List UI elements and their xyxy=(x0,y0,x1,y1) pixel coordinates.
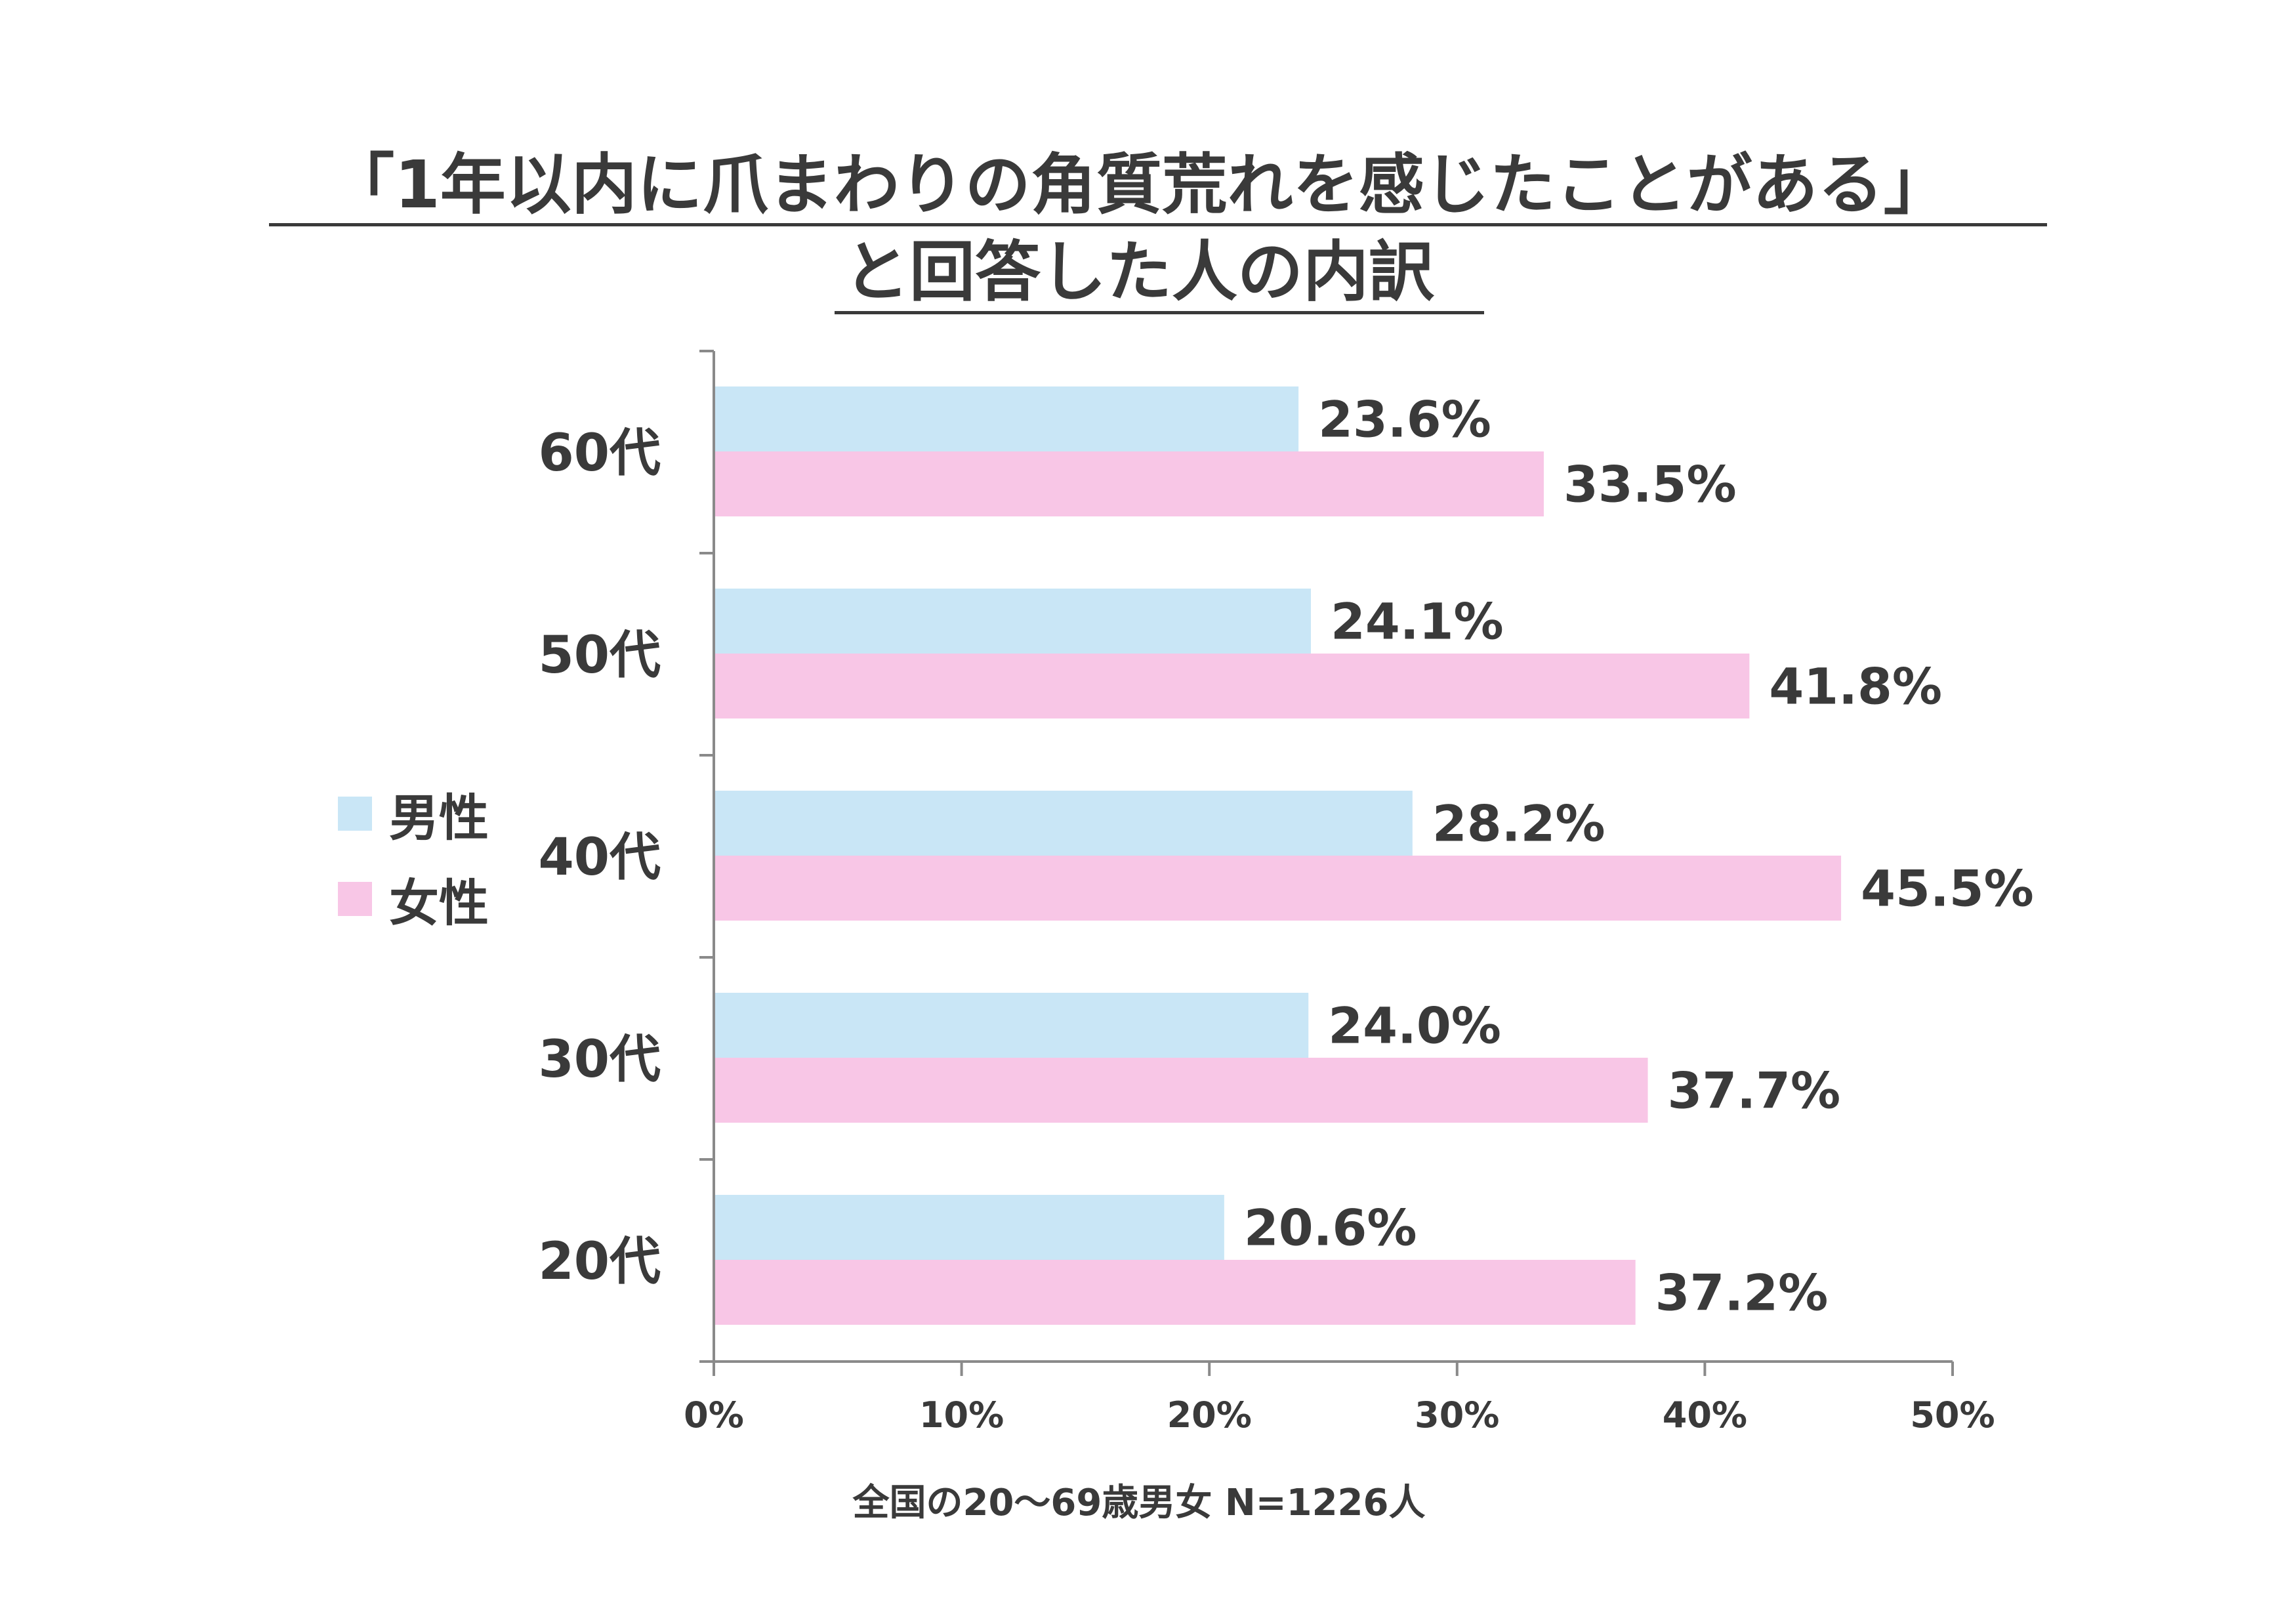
data-label-female-1: 41.8% xyxy=(1769,657,1942,716)
bar-female-3 xyxy=(714,1058,1648,1123)
data-label-male-4: 20.6% xyxy=(1244,1199,1417,1257)
bars-layer xyxy=(714,386,1842,1325)
legend-item-female: 女性 xyxy=(338,869,489,932)
legend-item-male: 男性 xyxy=(338,784,489,847)
sample-note: 全国の20〜69歳男女 N=1226人 xyxy=(852,1482,1426,1524)
chart-title-line-1: 「1年以内に爪まわりの角質荒れを感じたことがある」 xyxy=(329,146,1949,223)
data-label-female-3: 37.7% xyxy=(1668,1062,1841,1120)
category-label-0: 60代 xyxy=(538,424,661,483)
legend-swatch-female xyxy=(338,882,372,916)
x-tick-label-2: 20% xyxy=(1167,1394,1252,1436)
x-tick-label-5: 50% xyxy=(1910,1394,1995,1436)
category-label-2: 40代 xyxy=(538,828,661,887)
category-label-1: 50代 xyxy=(538,626,661,685)
data-label-female-2: 45.5% xyxy=(1861,860,2034,918)
bar-female-1 xyxy=(714,654,1750,718)
axis-layer xyxy=(699,350,1954,1376)
bar-male-4 xyxy=(714,1195,1224,1260)
legend-swatch-male xyxy=(338,797,372,831)
data-label-female-4: 37.2% xyxy=(1655,1264,1829,1322)
chart-title-line-2: と回答した人の内訳 xyxy=(844,234,1434,310)
x-tick-label-4: 40% xyxy=(1663,1394,1747,1436)
labels-layer: 23.6% 33.5% 60代 24.1% 41.8% 50代 28.2% 45.5% 40代 2… xyxy=(538,390,2033,1436)
bar-female-4 xyxy=(714,1260,1636,1325)
data-label-female-0: 33.5% xyxy=(1564,455,1737,514)
legend-label-male: 男性 xyxy=(389,789,489,847)
data-label-male-1: 24.1% xyxy=(1331,593,1504,651)
data-label-male-3: 24.0% xyxy=(1328,997,1501,1055)
legend-label-female: 女性 xyxy=(389,874,489,932)
bar-male-3 xyxy=(714,993,1309,1058)
category-label-4: 20代 xyxy=(538,1232,661,1291)
bar-male-1 xyxy=(714,589,1312,654)
data-label-male-0: 23.6% xyxy=(1318,390,1491,449)
data-label-male-2: 28.2% xyxy=(1432,795,1605,853)
bar-female-0 xyxy=(714,451,1544,516)
x-tick-label-1: 10% xyxy=(919,1394,1004,1436)
bar-male-2 xyxy=(714,791,1413,856)
bar-male-0 xyxy=(714,386,1299,451)
category-label-3: 30代 xyxy=(538,1030,661,1089)
title-underline-2 xyxy=(835,311,1484,314)
x-tick-label-0: 0% xyxy=(684,1394,744,1436)
bar-female-2 xyxy=(714,856,1842,921)
title-underline-1 xyxy=(269,223,2047,226)
x-tick-label-3: 30% xyxy=(1415,1394,1499,1436)
